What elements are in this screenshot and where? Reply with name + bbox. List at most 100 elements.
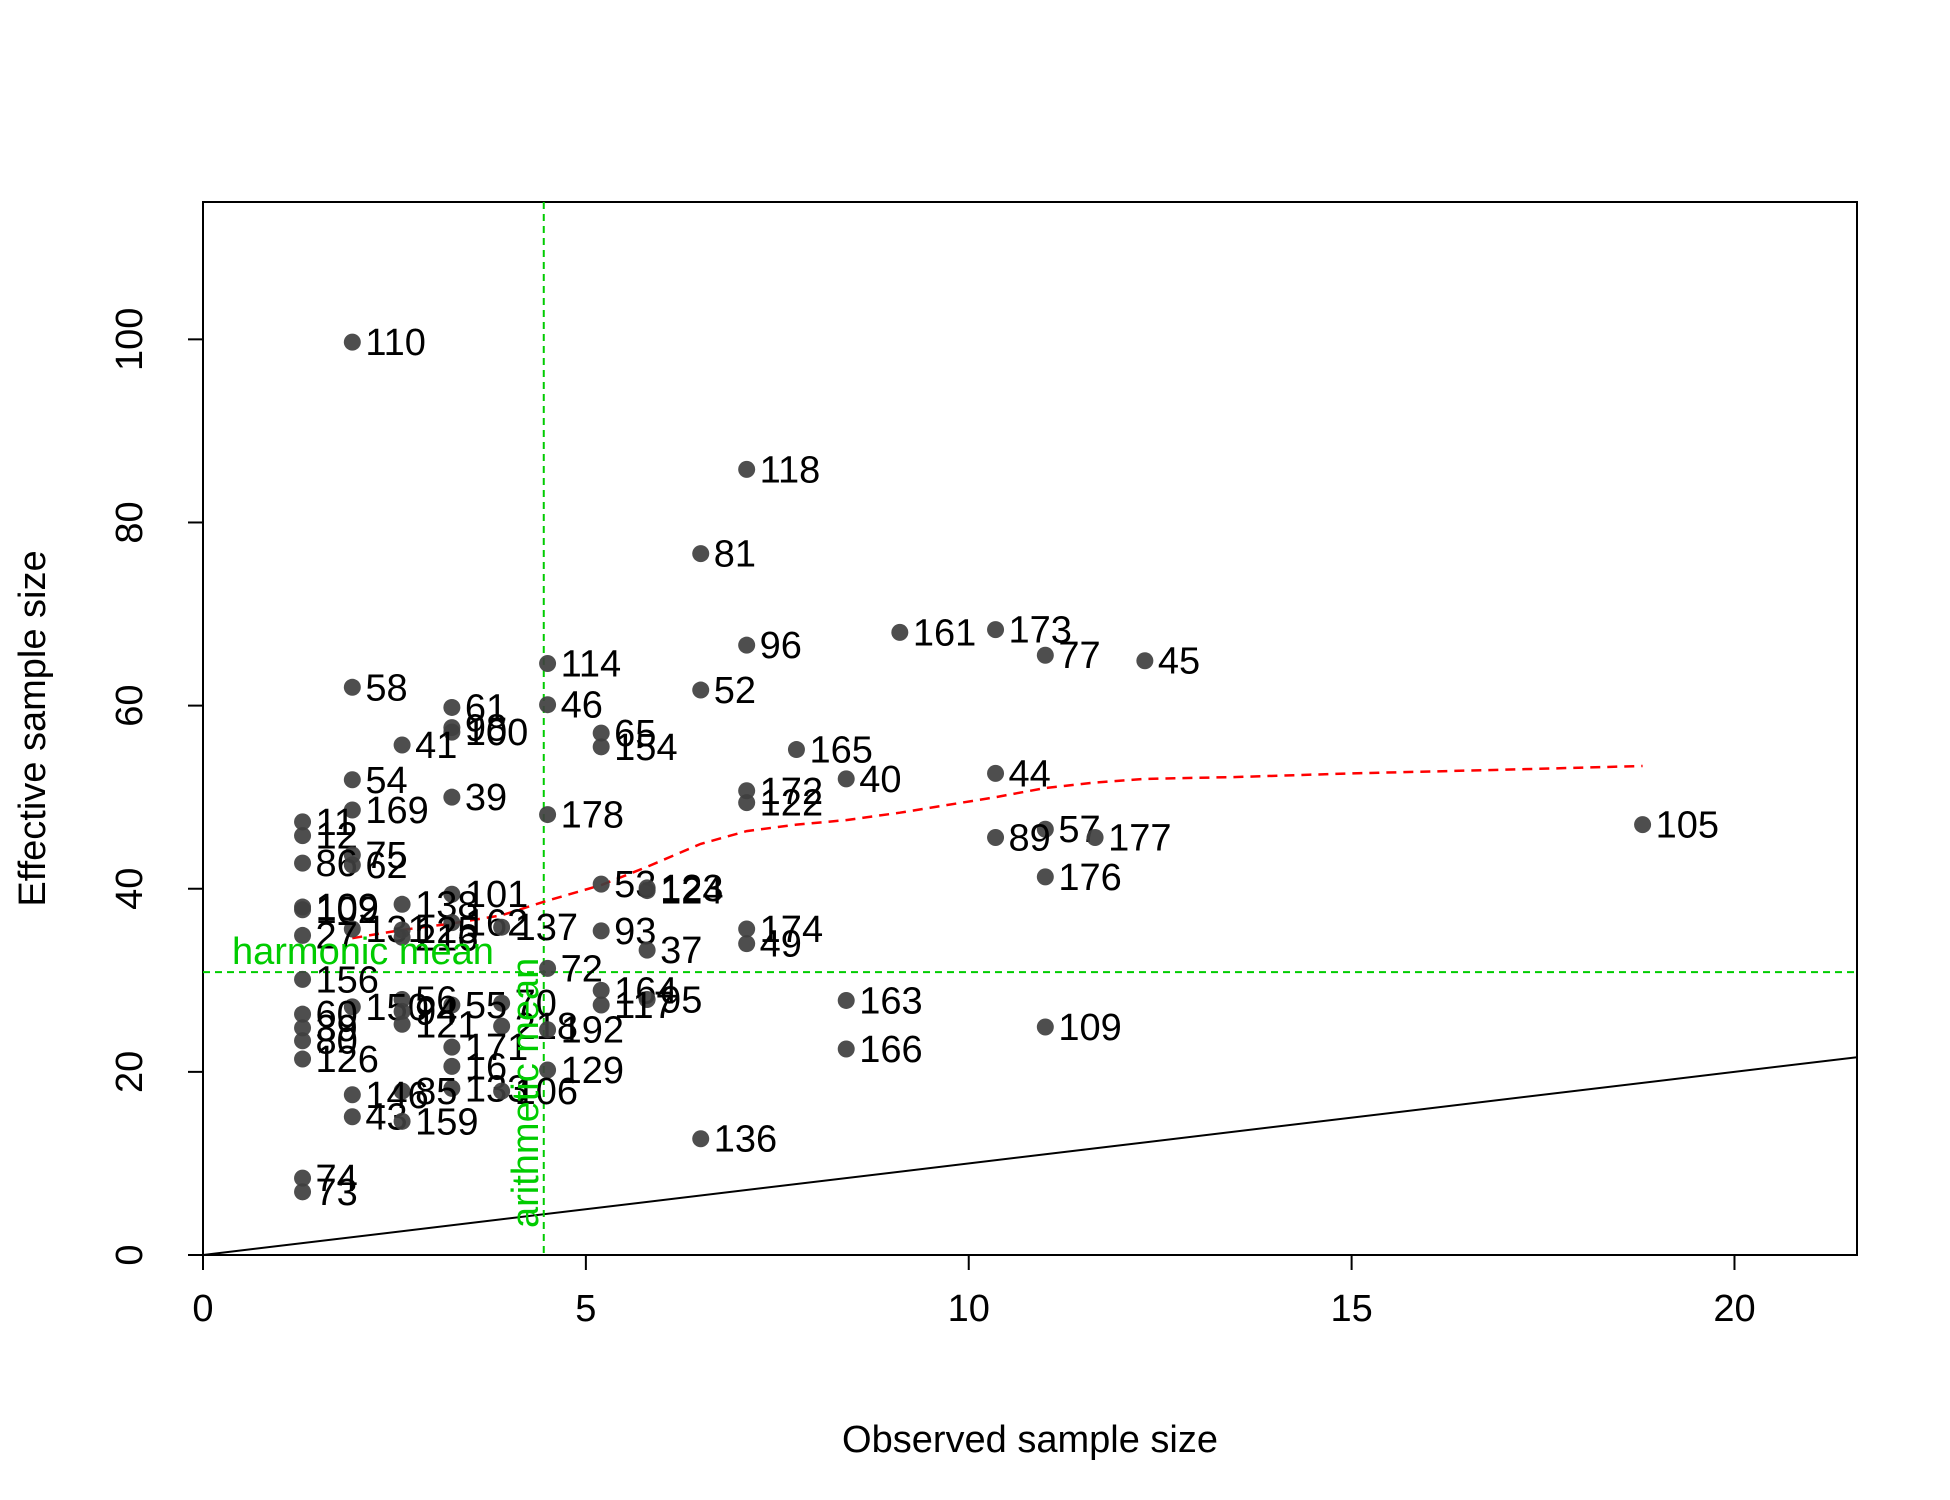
x-tick-label: 10 <box>948 1288 990 1330</box>
point-label: 65 <box>614 713 656 755</box>
point-label: 122 <box>760 783 823 825</box>
point-label: 137 <box>515 907 578 949</box>
point-label: 39 <box>316 1008 358 1050</box>
point-label: 216 <box>415 917 478 959</box>
point-label: 52 <box>714 670 756 712</box>
data-point <box>343 920 361 938</box>
data-point <box>443 885 461 903</box>
point-label: 74 <box>316 1158 358 1200</box>
point-label: 176 <box>1058 857 1121 899</box>
point-label: 169 <box>365 790 428 832</box>
y-tick-label: 60 <box>109 684 151 726</box>
data-point <box>539 959 557 977</box>
data-point <box>443 698 461 716</box>
data-point <box>343 801 361 819</box>
data-point <box>1036 820 1054 838</box>
data-point <box>493 918 511 936</box>
point-label: 172 <box>760 771 823 813</box>
point-label: 171 <box>465 1027 528 1069</box>
point-label: 100 <box>465 712 528 754</box>
data-point <box>787 741 805 759</box>
point-label: 124 <box>660 871 723 913</box>
point-label: 81 <box>714 534 756 576</box>
data-point <box>343 856 361 874</box>
point-label: 37 <box>660 930 702 972</box>
point-label: 106 <box>515 1071 578 1113</box>
data-point <box>738 794 756 812</box>
point-label: 77 <box>1058 635 1100 677</box>
point-label: 61 <box>465 687 507 729</box>
data-point <box>837 770 855 788</box>
data-point <box>443 788 461 806</box>
data-point <box>1086 828 1104 846</box>
data-point <box>987 764 1005 782</box>
data-point <box>493 994 511 1012</box>
data-point <box>738 920 756 938</box>
data-point <box>539 1021 557 1039</box>
data-point <box>294 1032 312 1050</box>
x-tick-label: 20 <box>1713 1288 1755 1330</box>
data-point <box>539 1061 557 1079</box>
data-point <box>294 1169 312 1187</box>
y-tick-label: 20 <box>109 1051 151 1093</box>
point-label: 49 <box>760 924 802 966</box>
point-label: 45 <box>1158 641 1200 683</box>
point-label: 85 <box>415 1071 457 1113</box>
point-label: 118 <box>760 449 821 491</box>
point-label: 192 <box>561 1010 624 1052</box>
point-label: 58 <box>365 667 407 709</box>
point-label: 146 <box>365 1075 428 1117</box>
point-label: 11 <box>316 802 355 844</box>
data-point <box>343 1108 361 1126</box>
point-label: 16 <box>465 1046 507 1088</box>
point-label: 44 <box>1009 753 1051 795</box>
data-point <box>294 926 312 944</box>
data-point <box>592 981 610 999</box>
point-label: 154 <box>614 727 677 769</box>
data-point <box>443 996 461 1014</box>
data-point <box>393 928 411 946</box>
data-point <box>738 636 756 654</box>
data-point <box>592 738 610 756</box>
data-point <box>692 681 710 699</box>
data-point <box>343 1086 361 1104</box>
data-point <box>393 1015 411 1033</box>
point-label: 110 <box>365 322 426 364</box>
data-point <box>592 996 610 1014</box>
point-label: 56 <box>415 980 457 1022</box>
y-tick-label: 40 <box>109 868 151 910</box>
point-label: 126 <box>316 1039 379 1081</box>
point-label: 166 <box>859 1029 922 1071</box>
point-label: 159 <box>415 1101 478 1143</box>
data-point <box>393 1002 411 1020</box>
point-label: 117 <box>614 985 675 1027</box>
data-point <box>1634 816 1652 834</box>
point-label: 54 <box>365 760 407 802</box>
data-point <box>493 1017 511 1035</box>
data-point <box>343 333 361 351</box>
point-label: 174 <box>760 909 823 951</box>
data-point <box>393 736 411 754</box>
data-point <box>592 875 610 893</box>
point-label: 72 <box>561 948 603 990</box>
point-label: 39 <box>465 777 507 819</box>
point-label: 94 <box>415 991 457 1033</box>
data-point <box>738 460 756 478</box>
data-point <box>343 678 361 696</box>
plot-frame <box>202 201 1858 1256</box>
point-label: 121 <box>415 1004 478 1046</box>
y-tick-label: 100 <box>109 308 151 371</box>
point-label: 178 <box>561 795 624 837</box>
x-tick-label: 5 <box>575 1288 596 1330</box>
identity-line <box>203 1056 1857 1255</box>
smoother-line <box>352 764 1643 940</box>
data-point <box>343 998 361 1016</box>
data-point <box>539 696 557 714</box>
data-point <box>393 895 411 913</box>
data-point <box>592 922 610 940</box>
point-label: 70 <box>515 983 557 1025</box>
y-tick-label: 80 <box>109 501 151 543</box>
point-label: 41 <box>415 725 457 767</box>
point-label: 73 <box>316 1172 358 1214</box>
